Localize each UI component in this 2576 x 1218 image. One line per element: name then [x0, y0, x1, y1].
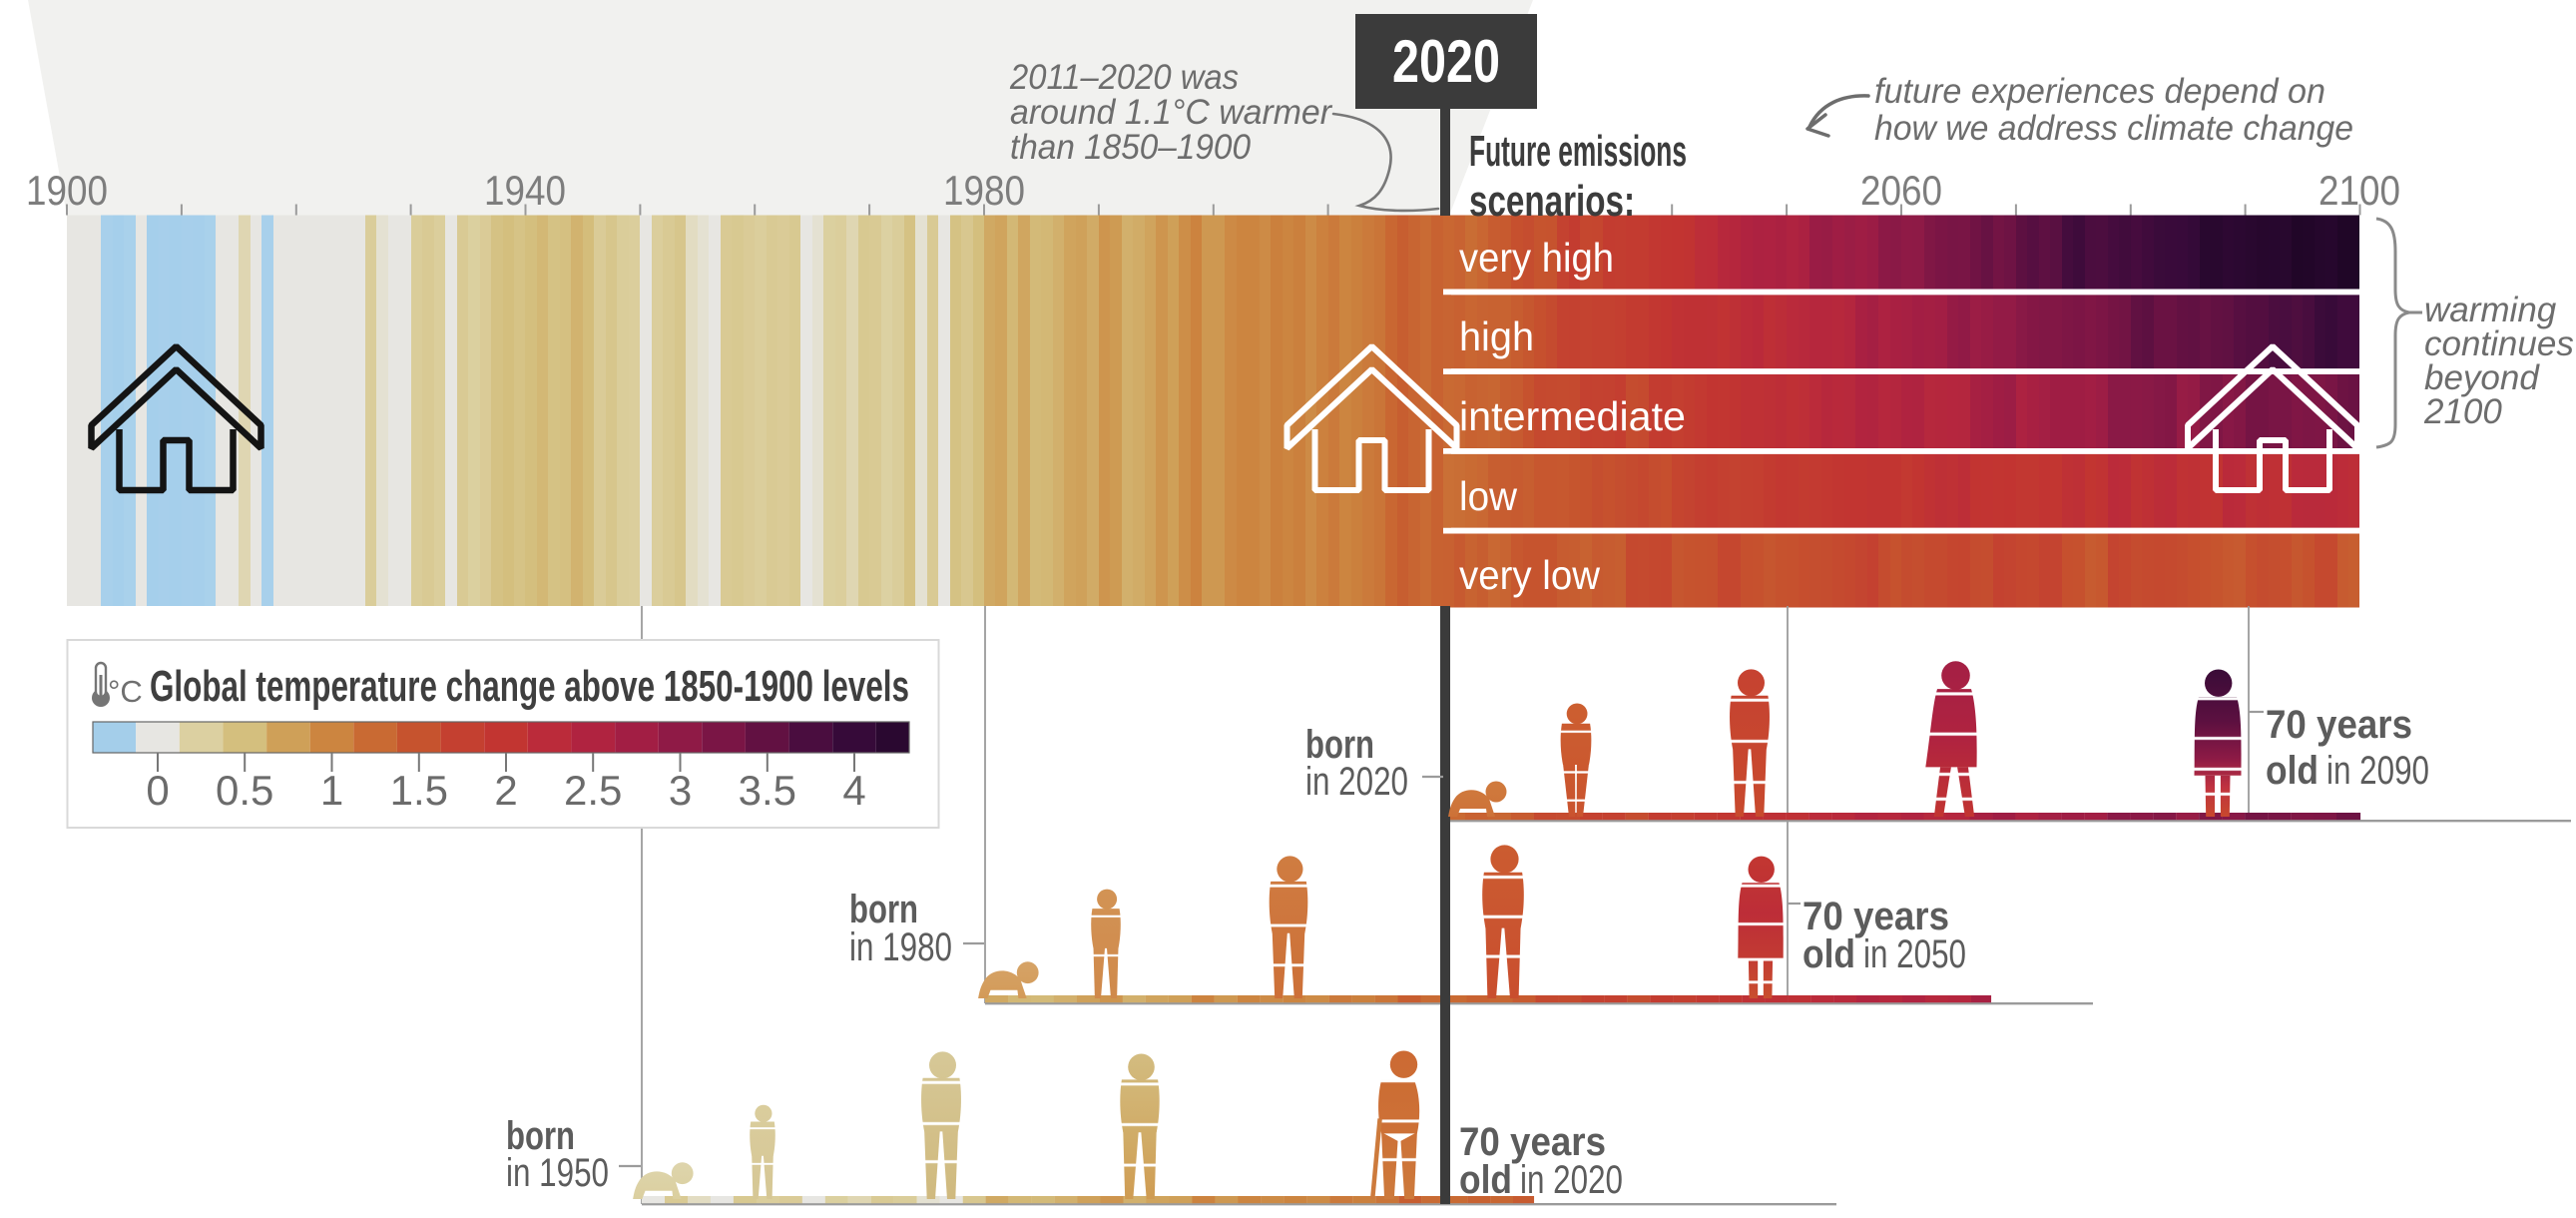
- svg-text:2011–2020 was: 2011–2020 was: [1009, 58, 1239, 97]
- svg-text:2100: 2100: [2423, 392, 2502, 431]
- svg-text:around 1.1°C warmer: around 1.1°C warmer: [1010, 93, 1332, 132]
- svg-text:high: high: [1459, 313, 1534, 359]
- svg-text:0.5: 0.5: [216, 767, 273, 814]
- svg-text:intermediate: intermediate: [1459, 393, 1686, 439]
- svg-text:very high: very high: [1459, 235, 1614, 281]
- svg-text:old: old: [1459, 1158, 1512, 1202]
- svg-text:born: born: [1305, 723, 1374, 767]
- svg-text:1.5: 1.5: [390, 767, 448, 814]
- svg-text:in 1980: in 1980: [849, 925, 952, 969]
- svg-text:70 years: 70 years: [1803, 895, 1949, 938]
- svg-text:70 years: 70 years: [2266, 703, 2412, 747]
- svg-text:1: 1: [320, 767, 343, 814]
- svg-text:70 years: 70 years: [1459, 1120, 1606, 1164]
- svg-text:2: 2: [494, 767, 517, 814]
- svg-text:old: old: [1803, 932, 1855, 976]
- svg-text:warming: warming: [2424, 291, 2557, 329]
- svg-text:in 2020: in 2020: [1520, 1158, 1623, 1202]
- svg-text:1900: 1900: [26, 167, 108, 214]
- svg-text:Future emissions: Future emissions: [1469, 127, 1687, 176]
- svg-text:2060: 2060: [1860, 167, 1942, 214]
- svg-text:than 1850–1900: than 1850–1900: [1010, 128, 1251, 167]
- svg-text:continues: continues: [2424, 324, 2574, 363]
- svg-text:1980: 1980: [943, 167, 1025, 214]
- svg-text:in 2020: in 2020: [1305, 760, 1408, 804]
- svg-text:beyond: beyond: [2424, 358, 2540, 397]
- svg-text:in 1950: in 1950: [506, 1151, 609, 1195]
- svg-text:in 2050: in 2050: [1863, 932, 1966, 976]
- svg-text:born: born: [849, 888, 918, 931]
- svg-text:4: 4: [842, 767, 865, 814]
- svg-text:2020: 2020: [1392, 28, 1500, 95]
- svg-text:old: old: [2266, 749, 2318, 793]
- svg-text:1940: 1940: [484, 167, 566, 214]
- svg-text:future experiences depend on: future experiences depend on: [1874, 72, 2325, 111]
- svg-text:2.5: 2.5: [564, 767, 622, 814]
- svg-text:3.5: 3.5: [739, 767, 796, 814]
- svg-text:2100: 2100: [2318, 167, 2400, 214]
- svg-text:°C: °C: [108, 674, 143, 709]
- svg-text:scenarios:: scenarios:: [1469, 177, 1635, 226]
- svg-text:0: 0: [146, 767, 169, 814]
- svg-text:very low: very low: [1459, 552, 1600, 598]
- svg-text:how we address climate change: how we address climate change: [1874, 109, 2353, 148]
- svg-text:in 2090: in 2090: [2326, 749, 2429, 793]
- svg-text:low: low: [1459, 473, 1517, 519]
- svg-text:Global temperature change abov: Global temperature change above 1850-190…: [150, 662, 909, 711]
- svg-text:born: born: [506, 1114, 575, 1158]
- svg-text:3: 3: [669, 767, 692, 814]
